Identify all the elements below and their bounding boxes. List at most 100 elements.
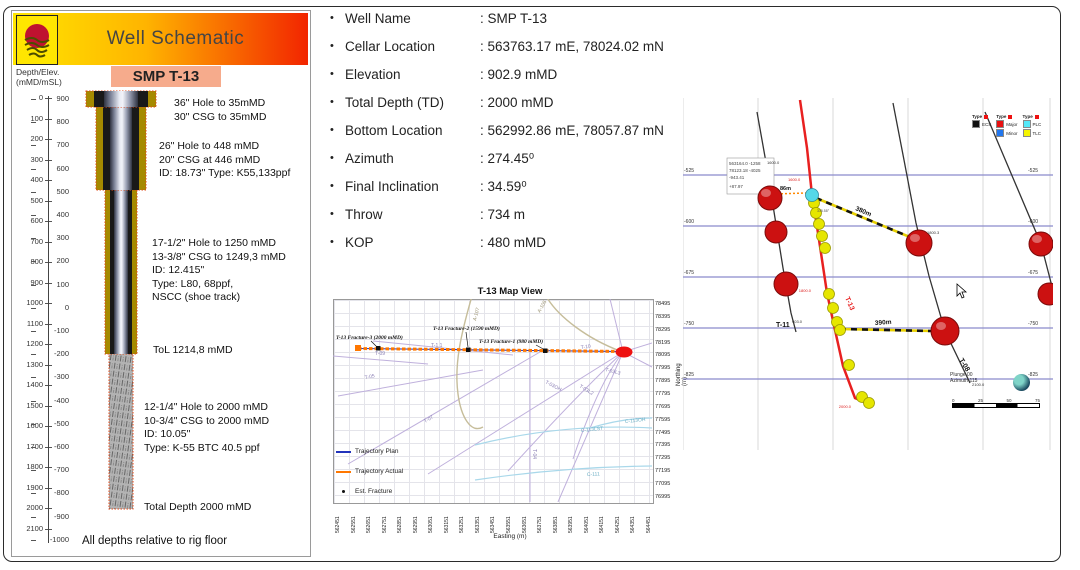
fracture-markers [370, 331, 548, 353]
legend-header-text: Type [996, 114, 1007, 119]
bullet-icon: • [330, 68, 334, 80]
b-depth-2100: 2100.0 [972, 382, 985, 387]
elev-tick-label: 400 [31, 211, 69, 219]
easting-tick: 563751 [537, 516, 544, 533]
legend-entry: ECS [972, 120, 991, 128]
fracture-2-label: T-13 Fracture-2 (1590 mMD) [433, 325, 500, 332]
northing-tick: 78495 [655, 301, 671, 307]
scale-bar: 0 25 50 75 [952, 398, 1040, 408]
tlc-swatch [1022, 129, 1031, 137]
northing-tick: 77695 [655, 403, 671, 410]
northing-tick: 78095 [655, 352, 671, 359]
easting-tick: 562451 [335, 516, 341, 533]
legend-entry-label: Major [1006, 121, 1018, 127]
azimuth-label: Azimuth 115 [950, 378, 978, 384]
plc-sphere [805, 188, 819, 202]
legend-label: Trajectory Actual [355, 468, 404, 475]
northing-tick: 77995 [655, 365, 671, 372]
fault-label-t11: T-1.1 [431, 343, 443, 349]
bullet-icon: • [330, 124, 334, 136]
northing-tick: 77195 [655, 468, 671, 475]
mouse-cursor [956, 283, 968, 299]
schematic-header: Well Schematic [13, 13, 308, 65]
wellbore-diagram [85, 90, 157, 510]
fault-label-t03l2: T-03L2 [578, 384, 595, 397]
info-value: : 563763.17 mE, 78024.02 mN [480, 39, 664, 54]
trajectory-start-marker [355, 345, 361, 351]
t08-label: T-08 [957, 357, 970, 373]
easting-tick: 562651 [366, 516, 373, 533]
elev-tick-label: 300 [31, 234, 69, 242]
annotation-13-3-8-casing: 17-1/2" Hole to 1250 mMD 13-3/8" CSG to … [152, 237, 286, 303]
northing-tick: 78395 [655, 313, 671, 320]
easting-tick: 563251 [459, 516, 466, 533]
fault-label-t09: T-09 [375, 351, 385, 357]
plc-swatch [1022, 120, 1031, 128]
red-box-icon [1008, 114, 1013, 119]
well-info-row: • Total Depth (TD) : 2000 mMD [326, 94, 678, 122]
cross-section-graphics: -525 -600 -675 -750 -825 -525 -600 -675 … [683, 98, 1053, 450]
info-label: Elevation [345, 67, 401, 82]
info-value: : 34.59⁰ [480, 179, 527, 194]
elev-tick-label: -500 [31, 419, 69, 428]
grid-label-left: -825 [684, 372, 694, 378]
r-depth-1800: 1800.0 [799, 288, 812, 293]
contour-label-a105: A-105 [537, 299, 549, 314]
elev-tick-label: 200 [31, 257, 69, 265]
t13-label: T-13 [843, 296, 855, 312]
easting-tick: 564351 [630, 516, 637, 533]
major-fracture-spheres [757, 185, 1053, 346]
map-x-axis-label: Easting (m) [493, 533, 527, 540]
legend-header-text: Type [972, 114, 983, 119]
sphere-highlights [761, 189, 1042, 330]
elev-tick-label: -100 [31, 327, 69, 335]
well-name-badge: SMP T-13 [111, 66, 221, 87]
well-info-row: • Well Name : SMP T-13 [326, 10, 678, 38]
legend-header: Type [972, 114, 991, 119]
elev-tick-label: -900 [31, 512, 69, 521]
easting-tick: 563951 [568, 516, 575, 533]
scale-tick: 75 [1034, 398, 1040, 403]
info-label: Bottom Location [345, 123, 443, 138]
track-labels: T-11 903.0 1600.0 1800.3 2100.0 T-08 T-1… [767, 160, 985, 409]
northing-tick: 78295 [655, 326, 671, 333]
well-info-row: • Bottom Location : 562992.86 mE, 78057.… [326, 122, 678, 150]
legend-label: Est. Fracture [355, 488, 393, 495]
actual-line-swatch [336, 470, 351, 473]
elev-tick-label: -400 [31, 396, 69, 405]
legend-col-3: Type PLC TLC [1022, 114, 1041, 137]
legend-entry: Minor [996, 129, 1018, 137]
legend-col-2: Type Major Minor [996, 114, 1018, 137]
info-label: Total Depth (TD) [345, 95, 445, 110]
fault-labels: T-09 T-1.1 T-05 T-07 T-04 A-107 A-105 T-… [364, 299, 646, 478]
a-depth-1600: 1600.0 [767, 160, 780, 165]
bullet-icon: • [330, 208, 334, 220]
trajectory [355, 345, 633, 358]
bullet-icon: • [330, 152, 334, 164]
annotation-top-of-liner: ToL 1214,8 mMD [153, 344, 233, 356]
t11-label: T-11 [776, 322, 790, 329]
bullet-icon: • [330, 40, 334, 52]
grid-label-right: -600 [1028, 219, 1038, 225]
fault-label-t03oh: T-03OH [544, 379, 563, 393]
scale-numbers: 0 25 50 75 [952, 398, 1040, 403]
ecs-swatch [972, 120, 980, 128]
r-depth-1600: 1600.0 [788, 177, 801, 182]
casing-section-20in [95, 104, 147, 191]
easting-tick: 564051 [583, 516, 590, 533]
red-box-icon [984, 114, 989, 119]
liner-hatched-section [108, 348, 134, 510]
legend-col-1: Type ECS [972, 114, 991, 137]
slide-border [3, 6, 1061, 562]
company-logo [16, 15, 58, 65]
info-value: : 2000 mMD [480, 95, 554, 110]
orientation-scale-widget: Plunge 00 Azimuth 115 0 25 50 75 [950, 372, 1050, 408]
panel-title: Well Schematic [106, 28, 245, 49]
scale-tick: 50 [1006, 398, 1012, 403]
legend-entry: Major [996, 120, 1018, 128]
fracture-3-label: T-13 Fracture-3 (2000 mMD) [336, 334, 403, 341]
easting-tick: 563551 [506, 516, 513, 533]
map-x-axis-ticks: 562451 562551 562651 562751 562851 562951 5630… [335, 505, 652, 533]
bullet-icon: • [330, 180, 334, 192]
globe-icon [1013, 374, 1030, 391]
